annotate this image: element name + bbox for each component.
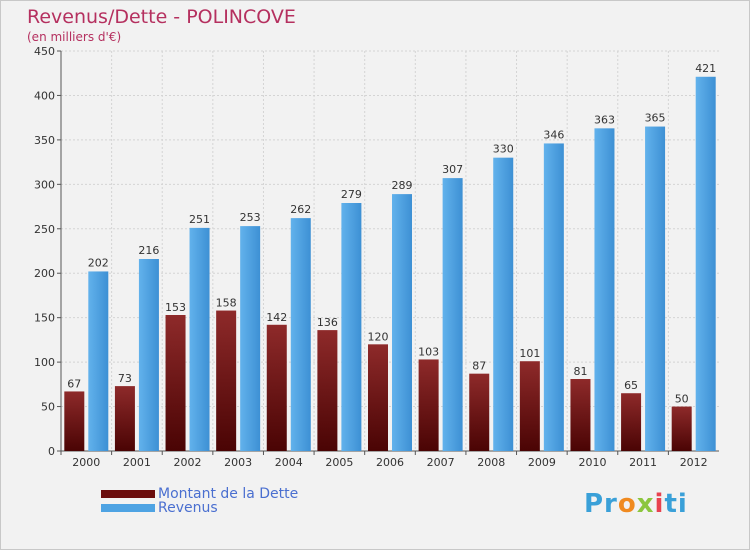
data-label-dette-2010: 81 <box>573 365 587 378</box>
data-label-dette-2012: 50 <box>675 393 689 406</box>
bar-revenus-2000 <box>88 271 109 451</box>
legend-item-dette: Montant de la Dette <box>101 486 299 502</box>
bar-revenus-2003 <box>240 226 261 451</box>
y-tick-label-250: 250 <box>34 223 55 236</box>
x-tick-label-2002: 2002 <box>174 456 202 469</box>
x-tick-label-2003: 2003 <box>224 456 252 469</box>
data-label-dette-2008: 87 <box>472 360 486 373</box>
bar-revenus-2008 <box>493 157 514 451</box>
x-tick-label-2009: 2009 <box>528 456 556 469</box>
bar-dette-2005 <box>317 330 338 451</box>
data-label-revenus-2002: 251 <box>189 213 210 226</box>
y-tick-label-50: 50 <box>41 401 55 414</box>
logo-part-4: i <box>654 489 665 519</box>
bar-revenus-2007 <box>442 178 463 451</box>
data-label-revenus-2005: 279 <box>341 188 362 201</box>
x-tick-label-2004: 2004 <box>275 456 303 469</box>
x-tick-label-2012: 2012 <box>680 456 708 469</box>
data-label-revenus-2010: 363 <box>594 113 615 126</box>
bar-revenus-2005 <box>341 203 362 451</box>
data-label-revenus-2012: 421 <box>695 62 716 75</box>
data-label-dette-2001: 73 <box>118 372 132 385</box>
bar-revenus-2001 <box>138 259 159 451</box>
data-label-dette-2004: 142 <box>266 311 287 324</box>
bar-revenus-2011 <box>645 126 666 452</box>
bar-revenus-2002 <box>189 227 210 451</box>
y-tick-label-400: 400 <box>34 89 55 102</box>
bar-dette-2009 <box>519 361 540 451</box>
data-label-revenus-2008: 330 <box>493 143 514 156</box>
y-tick-label-450: 450 <box>34 45 55 58</box>
bar-dette-2001 <box>114 386 135 451</box>
x-tick-label-2001: 2001 <box>123 456 151 469</box>
proxiti-logo: Proxiti <box>584 489 688 519</box>
data-label-dette-2002: 153 <box>165 301 186 314</box>
data-label-dette-2009: 101 <box>519 347 540 360</box>
x-tick-label-2005: 2005 <box>325 456 353 469</box>
bar-dette-2002 <box>165 315 186 451</box>
x-tick-label-2007: 2007 <box>427 456 455 469</box>
legend-label-revenus: Revenus <box>158 500 218 516</box>
logo-part-2: o <box>617 489 637 519</box>
data-label-revenus-2006: 289 <box>392 179 413 192</box>
data-label-revenus-2007: 307 <box>442 163 463 176</box>
y-tick-label-350: 350 <box>34 134 55 147</box>
bar-dette-2000 <box>64 391 85 451</box>
legend-swatch-revenus <box>101 504 155 512</box>
y-tick-label-0: 0 <box>48 445 55 458</box>
bar-revenus-2012 <box>695 76 716 452</box>
x-tick-label-2006: 2006 <box>376 456 404 469</box>
data-label-revenus-2000: 202 <box>88 256 109 269</box>
y-tick-label-200: 200 <box>34 267 55 280</box>
data-label-dette-2011: 65 <box>624 379 638 392</box>
data-label-revenus-2004: 262 <box>290 203 311 216</box>
x-tick-label-2000: 2000 <box>72 456 100 469</box>
data-label-revenus-2009: 346 <box>543 128 564 141</box>
legend-label-dette: Montant de la Dette <box>158 486 299 502</box>
y-tick-label-150: 150 <box>34 312 55 325</box>
data-label-dette-2003: 158 <box>216 297 237 310</box>
y-tick-label-100: 100 <box>34 356 55 369</box>
legend-swatch-dette <box>101 490 155 498</box>
bar-dette-2011 <box>621 393 642 451</box>
x-tick-label-2011: 2011 <box>629 456 657 469</box>
legend: Montant de la Dette Revenus <box>101 486 299 516</box>
x-tick-label-2010: 2010 <box>578 456 606 469</box>
chart-subtitle: (en milliers d'€) <box>27 30 122 44</box>
bar-dette-2010 <box>570 379 591 451</box>
bar-dette-2012 <box>671 406 692 451</box>
data-label-dette-2000: 67 <box>67 377 81 390</box>
bar-revenus-2010 <box>594 128 615 451</box>
chart-title: Revenus/Dette - POLINCOVE <box>27 6 296 28</box>
bar-revenus-2009 <box>543 143 564 451</box>
data-label-revenus-2001: 216 <box>138 244 159 257</box>
logo-part-3: x <box>636 489 655 519</box>
data-label-dette-2006: 120 <box>368 330 389 343</box>
logo-part-5: ti <box>664 489 688 519</box>
bar-revenus-2004 <box>290 218 311 451</box>
bar-revenus-2006 <box>392 194 412 451</box>
bar-dette-2004 <box>266 324 287 451</box>
data-label-revenus-2011: 365 <box>645 112 666 125</box>
bar-dette-2007 <box>418 359 439 451</box>
data-label-revenus-2003: 253 <box>240 211 261 224</box>
bar-dette-2006 <box>368 344 388 451</box>
logo-part-1: Pr <box>584 489 618 519</box>
y-tick-label-300: 300 <box>34 178 55 191</box>
bar-dette-2008 <box>469 373 490 451</box>
legend-item-revenus: Revenus <box>101 500 298 516</box>
data-label-dette-2005: 136 <box>317 316 338 329</box>
bar-dette-2003 <box>216 310 237 451</box>
x-tick-label-2008: 2008 <box>477 456 505 469</box>
data-label-dette-2007: 103 <box>418 345 439 358</box>
